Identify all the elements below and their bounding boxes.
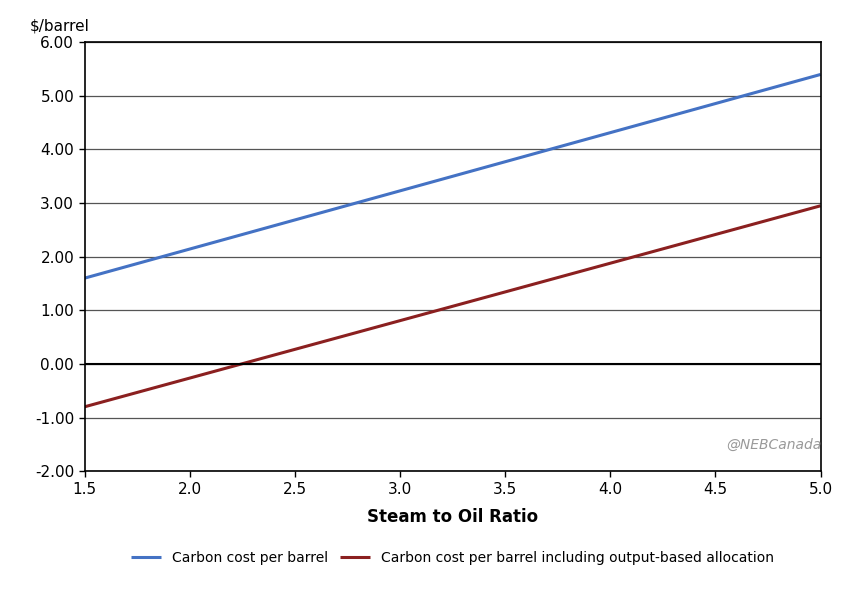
Legend: Carbon cost per barrel, Carbon cost per barrel including output-based allocation: Carbon cost per barrel, Carbon cost per … [131,551,774,565]
Text: $/barrel: $/barrel [30,19,90,34]
X-axis label: Steam to Oil Ratio: Steam to Oil Ratio [367,507,538,525]
Text: @NEBCanada: @NEBCanada [726,439,821,452]
